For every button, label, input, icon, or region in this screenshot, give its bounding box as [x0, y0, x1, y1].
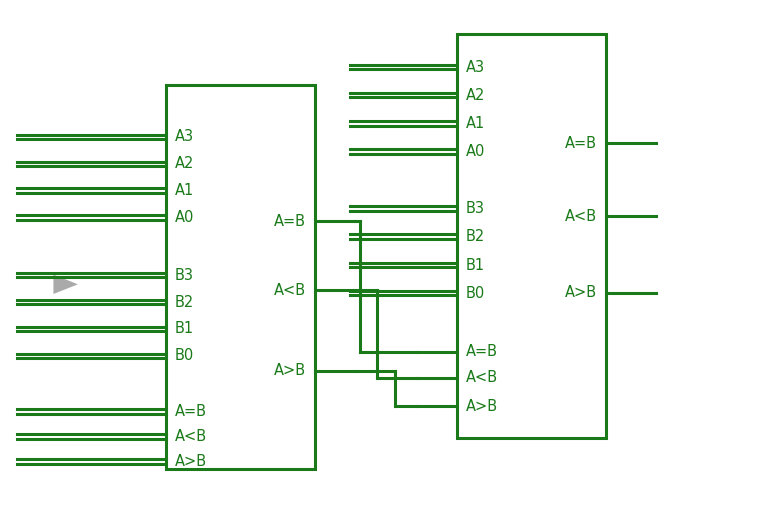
Text: A1: A1 [466, 116, 485, 131]
Text: A<B: A<B [175, 429, 207, 444]
Text: A<B: A<B [274, 282, 306, 298]
Text: A=B: A=B [564, 136, 597, 151]
Text: A2: A2 [466, 88, 485, 103]
Text: B3: B3 [466, 201, 485, 216]
Polygon shape [54, 275, 78, 294]
Text: A=B: A=B [274, 213, 306, 229]
Text: A2: A2 [175, 156, 194, 171]
Text: A0: A0 [466, 144, 485, 160]
Text: A1: A1 [175, 183, 194, 198]
Text: B2: B2 [466, 229, 485, 244]
Text: B2: B2 [175, 295, 194, 309]
Text: A3: A3 [466, 59, 485, 75]
Text: A>B: A>B [564, 285, 597, 300]
Text: A>B: A>B [175, 454, 207, 469]
Text: A>B: A>B [274, 363, 306, 378]
Text: A0: A0 [175, 210, 194, 225]
Text: A>B: A>B [466, 399, 498, 414]
Text: B0: B0 [466, 286, 485, 301]
Text: A<B: A<B [466, 370, 498, 385]
Text: B0: B0 [175, 348, 194, 363]
Text: A<B: A<B [564, 209, 597, 224]
Text: B1: B1 [175, 322, 194, 336]
Text: B1: B1 [466, 258, 485, 273]
Text: A=B: A=B [466, 344, 498, 359]
Text: B3: B3 [175, 268, 194, 282]
Text: A3: A3 [175, 130, 194, 144]
Text: A=B: A=B [175, 404, 207, 419]
